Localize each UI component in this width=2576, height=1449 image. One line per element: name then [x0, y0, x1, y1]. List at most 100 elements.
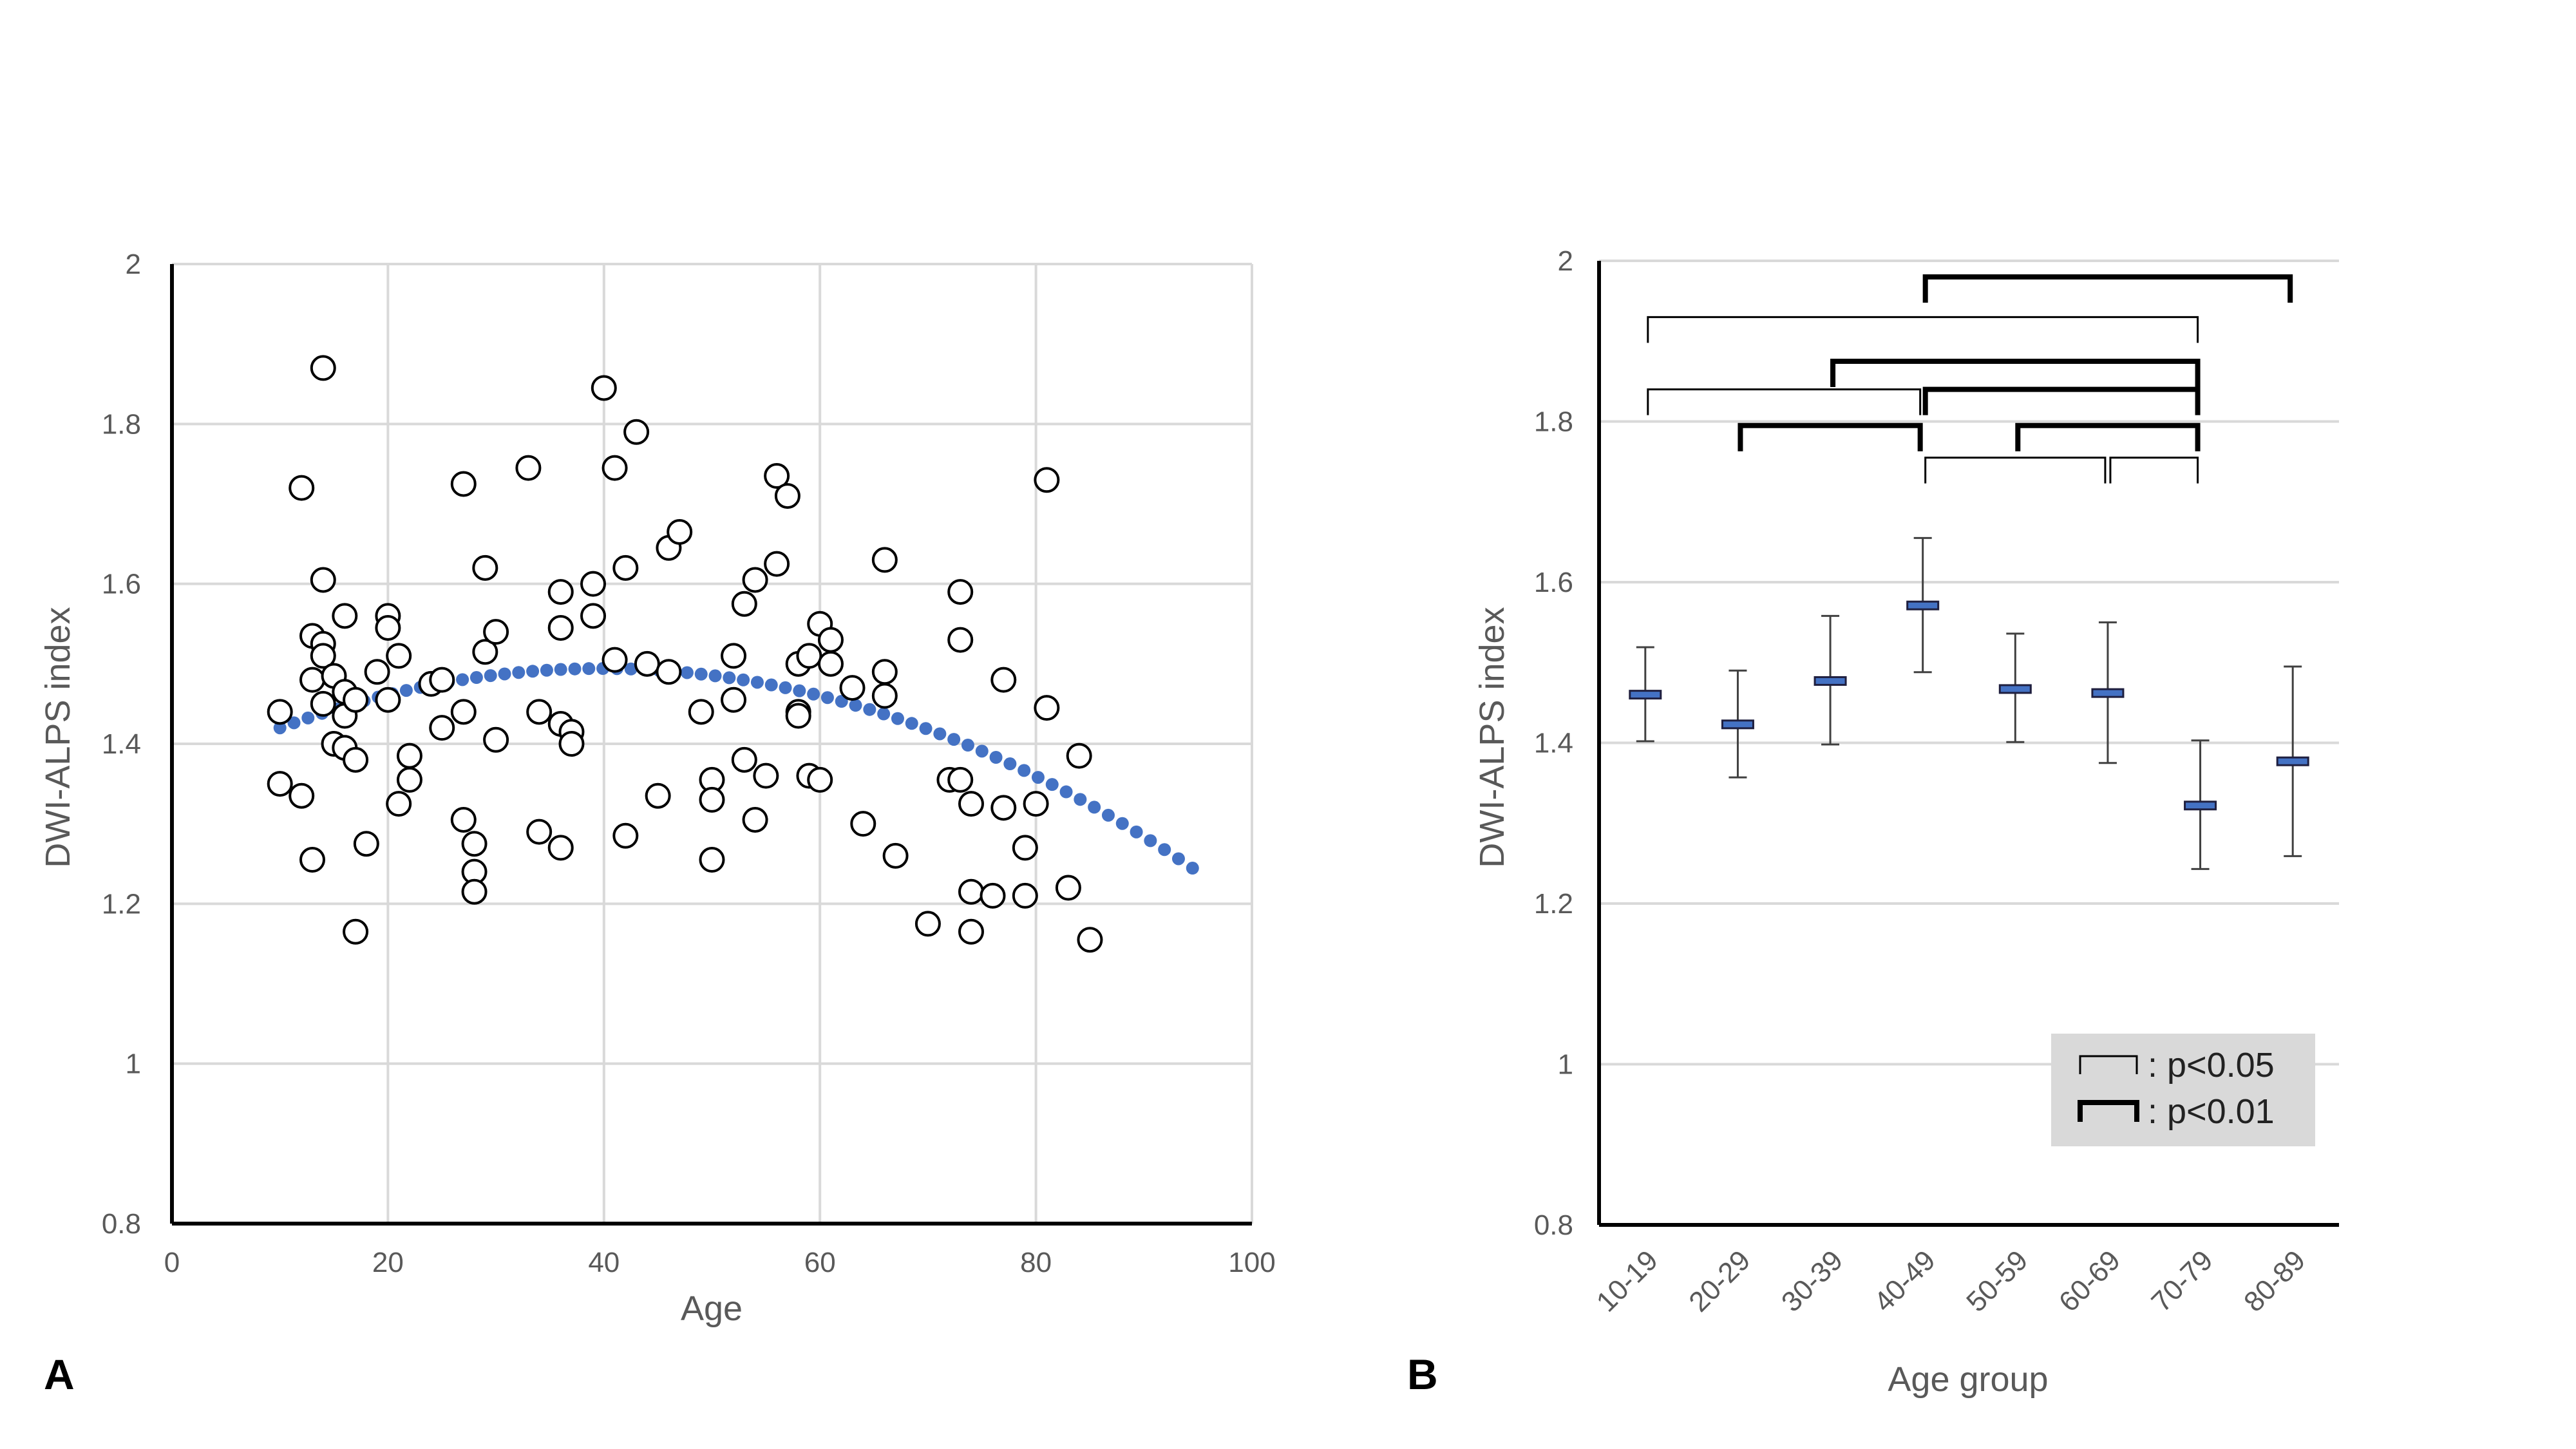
significance-bracket — [1922, 274, 2293, 303]
data-point — [483, 726, 509, 753]
trendline-dot — [849, 699, 862, 712]
trendline-dot — [456, 673, 469, 687]
data-point — [461, 878, 488, 905]
data-point — [914, 911, 941, 937]
mean-marker — [1998, 684, 2032, 694]
data-point — [267, 771, 293, 797]
trendline-dot — [919, 722, 933, 735]
panel-b-y-tick-label: 2 — [1558, 245, 1573, 277]
panel-a-letter: A — [44, 1350, 75, 1398]
data-point — [450, 471, 477, 497]
panel-b-x-tick-label: 30-39 — [1776, 1244, 1849, 1318]
legend-bracket-thin — [2079, 1055, 2138, 1074]
trendline-dot — [469, 671, 483, 685]
data-point — [807, 766, 833, 793]
trendline-dot — [512, 666, 526, 679]
significance-bracket — [1647, 316, 2199, 343]
significance-bracket — [1830, 358, 2201, 387]
data-point — [721, 643, 747, 669]
data-point — [396, 743, 422, 769]
data-point — [764, 551, 790, 577]
data-point — [547, 835, 574, 861]
panel-a-y-tick-label: 0.8 — [102, 1208, 141, 1240]
mean-marker — [1721, 719, 1754, 730]
mean-marker — [2276, 756, 2309, 766]
data-point — [289, 475, 315, 501]
data-point — [483, 619, 509, 645]
trendline-dot — [820, 691, 834, 705]
panel-b-gridlines — [1599, 260, 2339, 1066]
panel-b-y-tick-label: 1.4 — [1534, 728, 1573, 759]
data-point — [817, 627, 844, 653]
significance-bracket — [1922, 386, 2201, 415]
trendline-dot — [1144, 834, 1157, 848]
trendline-dot — [764, 678, 778, 692]
trendline-dot — [807, 687, 820, 701]
data-point — [429, 715, 455, 741]
data-point — [667, 518, 693, 545]
mean-marker — [1814, 676, 1847, 686]
data-point — [343, 918, 369, 945]
data-point — [526, 819, 553, 845]
data-point — [450, 699, 477, 725]
trendline-dot — [1130, 825, 1143, 838]
data-point — [386, 791, 412, 817]
panel-a-axes — [170, 264, 1252, 1226]
panel-a-y-tick-label: 1.8 — [102, 408, 141, 440]
data-point — [947, 579, 974, 605]
data-point — [580, 571, 607, 597]
trendline-dot — [484, 669, 497, 683]
data-point — [623, 419, 650, 445]
panel-b-axes — [1597, 261, 2339, 1227]
panel-a-x-tick-label: 20 — [372, 1247, 404, 1278]
significance-bracket — [1738, 422, 1923, 451]
data-point — [731, 746, 757, 773]
data-point — [774, 483, 800, 509]
trendline-dot — [399, 684, 413, 697]
trendline-dot — [1101, 808, 1115, 822]
data-point — [353, 831, 379, 857]
panel-a-scatter-chart: 0.8 1 1.2 1.4 1.6 1.8 2 0 20 40 60 80 100 Age DWI-A… — [39, 249, 1276, 1398]
data-point — [343, 746, 369, 773]
panel-b-x-axis-title: Age group — [1888, 1360, 2048, 1399]
trendline-dot — [568, 662, 582, 676]
data-point — [601, 647, 628, 673]
data-point — [472, 639, 498, 665]
data-point — [310, 690, 336, 717]
legend-bracket-thick — [2078, 1100, 2139, 1122]
data-point — [839, 675, 866, 701]
data-point — [299, 667, 326, 693]
data-point — [990, 667, 1017, 693]
trendline-dot — [723, 671, 736, 685]
mean-marker — [1629, 690, 1662, 700]
data-point — [580, 603, 607, 629]
trendline-dot — [624, 662, 638, 676]
trendline-dot — [540, 663, 553, 677]
data-point — [461, 831, 488, 857]
data-point — [721, 687, 747, 713]
trendline-dot — [737, 673, 750, 687]
trendline-dot — [1158, 843, 1171, 857]
panel-a-y-axis-title: DWI-ALPS index — [39, 607, 77, 867]
panel-b-letter: B — [1407, 1350, 1438, 1398]
panel-a-y-ticks: 0.8 1 1.2 1.4 1.6 1.8 2 — [102, 249, 141, 1240]
data-point — [429, 667, 455, 693]
trendline-dot — [1115, 817, 1129, 830]
data-point — [1012, 835, 1038, 861]
data-point — [472, 554, 498, 581]
panel-a-y-tick-label: 1.2 — [102, 888, 141, 920]
data-point — [310, 355, 336, 381]
panel-b-x-tick-label: 20-29 — [1683, 1244, 1756, 1318]
data-point — [547, 579, 574, 605]
data-point — [310, 567, 336, 593]
trendline-dot — [1045, 778, 1059, 791]
data-point — [656, 659, 682, 685]
panel-b-x-tick-label: 50-59 — [1960, 1244, 2034, 1318]
data-point — [871, 547, 898, 573]
data-point — [289, 782, 315, 809]
significance-bracket — [1647, 388, 1922, 415]
panel-b-x-ticks: 10-19 20-29 30-39 40-49 50-59 60-69 70-79 80-89 — [1591, 1244, 2312, 1318]
panel-b-y-axis-title: DWI-ALPS index — [1473, 607, 1511, 867]
trendline-dot — [273, 721, 287, 735]
